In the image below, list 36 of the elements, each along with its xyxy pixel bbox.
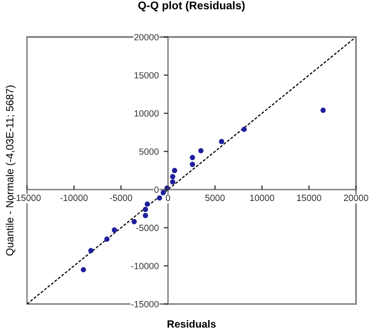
- x-tick-label: 10000: [250, 194, 274, 202]
- point: [218, 138, 224, 144]
- x-tick-label: -5000: [110, 194, 132, 202]
- point: [112, 227, 118, 233]
- y-tick-label: 0: [154, 186, 159, 193]
- point: [190, 162, 196, 167]
- point: [104, 236, 110, 242]
- x-tick-label: -15000: [13, 194, 41, 202]
- x-tick-label: 20000: [344, 194, 368, 202]
- y-tick-label: -5000: [136, 224, 159, 232]
- x-tick-label: 15000: [297, 194, 322, 202]
- chart-title: Q-Q plot (Residuals): [138, 1, 245, 12]
- point: [142, 212, 148, 218]
- point: [170, 179, 176, 185]
- x-tick-label: -10000: [60, 194, 88, 202]
- y-tick-label: -10000: [131, 262, 159, 270]
- y-tick-label: 20000: [134, 34, 159, 40]
- point: [144, 201, 150, 207]
- point: [242, 126, 247, 132]
- y-tick-label: 5000: [139, 148, 159, 155]
- y-tick-label: 10000: [134, 110, 159, 117]
- point: [172, 168, 178, 174]
- point: [156, 195, 162, 201]
- y-tick-label: -15000: [131, 300, 159, 308]
- point: [80, 267, 86, 272]
- x-axis-title: Residuals: [168, 320, 216, 328]
- point: [132, 219, 137, 224]
- x-tick-label: 5000: [205, 194, 225, 202]
- point: [320, 108, 326, 113]
- point: [142, 206, 148, 212]
- x-tick-label: 0: [166, 194, 170, 202]
- point: [190, 154, 196, 160]
- point: [88, 248, 94, 254]
- point: [170, 174, 176, 180]
- y-tick-label: 15000: [134, 72, 159, 79]
- point: [198, 148, 204, 154]
